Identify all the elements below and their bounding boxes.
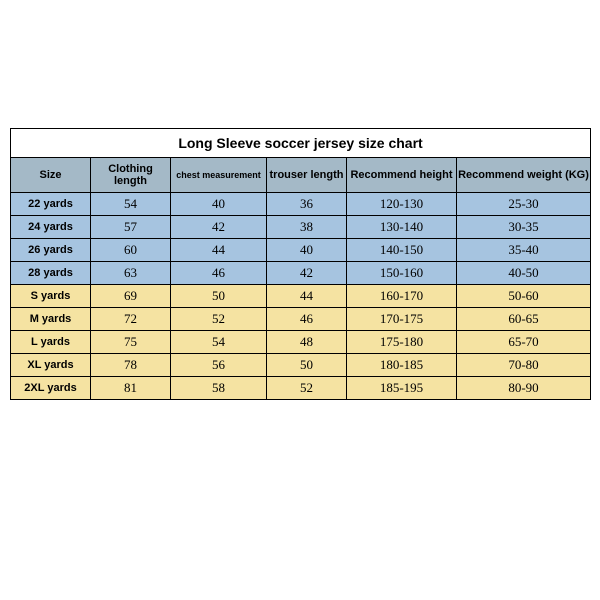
value-cell: 38 (267, 216, 347, 239)
size-label: XL yards (11, 354, 91, 377)
table-row: XL yards785650180-18570-80 (11, 354, 591, 377)
value-cell: 60-65 (457, 308, 591, 331)
value-cell: 44 (267, 285, 347, 308)
value-cell: 36 (267, 193, 347, 216)
column-header: Size (11, 158, 91, 193)
value-cell: 120-130 (347, 193, 457, 216)
size-label: 24 yards (11, 216, 91, 239)
value-cell: 46 (267, 308, 347, 331)
column-header: Recommend height (347, 158, 457, 193)
value-cell: 54 (171, 331, 267, 354)
value-cell: 40-50 (457, 262, 591, 285)
value-cell: 170-175 (347, 308, 457, 331)
value-cell: 160-170 (347, 285, 457, 308)
value-cell: 25-30 (457, 193, 591, 216)
value-cell: 150-160 (347, 262, 457, 285)
value-cell: 40 (267, 239, 347, 262)
value-cell: 50 (267, 354, 347, 377)
size-label: 28 yards (11, 262, 91, 285)
value-cell: 63 (91, 262, 171, 285)
size-label: 26 yards (11, 239, 91, 262)
column-header: trouser length (267, 158, 347, 193)
column-header: chest measurement (171, 158, 267, 193)
value-cell: 78 (91, 354, 171, 377)
column-header: Clothing length (91, 158, 171, 193)
table-row: S yards695044160-17050-60 (11, 285, 591, 308)
size-chart-table: Long Sleeve soccer jersey size chartSize… (10, 128, 591, 400)
value-cell: 70-80 (457, 354, 591, 377)
value-cell: 175-180 (347, 331, 457, 354)
value-cell: 75 (91, 331, 171, 354)
value-cell: 35-40 (457, 239, 591, 262)
value-cell: 72 (91, 308, 171, 331)
value-cell: 81 (91, 377, 171, 400)
size-label: 22 yards (11, 193, 91, 216)
size-chart-container: Long Sleeve soccer jersey size chartSize… (0, 0, 600, 400)
value-cell: 58 (171, 377, 267, 400)
value-cell: 57 (91, 216, 171, 239)
value-cell: 40 (171, 193, 267, 216)
value-cell: 56 (171, 354, 267, 377)
value-cell: 180-185 (347, 354, 457, 377)
value-cell: 185-195 (347, 377, 457, 400)
value-cell: 140-150 (347, 239, 457, 262)
table-row: L yards755448175-18065-70 (11, 331, 591, 354)
value-cell: 46 (171, 262, 267, 285)
table-row: 2XL yards815852185-19580-90 (11, 377, 591, 400)
value-cell: 80-90 (457, 377, 591, 400)
value-cell: 52 (171, 308, 267, 331)
column-header: Recommend weight (KG) (457, 158, 591, 193)
table-row: M yards725246170-17560-65 (11, 308, 591, 331)
value-cell: 48 (267, 331, 347, 354)
size-label: M yards (11, 308, 91, 331)
table-row: 22 yards544036120-13025-30 (11, 193, 591, 216)
value-cell: 130-140 (347, 216, 457, 239)
value-cell: 69 (91, 285, 171, 308)
value-cell: 42 (171, 216, 267, 239)
table-row: 28 yards634642150-16040-50 (11, 262, 591, 285)
table-row: 26 yards604440140-15035-40 (11, 239, 591, 262)
value-cell: 50 (171, 285, 267, 308)
value-cell: 65-70 (457, 331, 591, 354)
value-cell: 30-35 (457, 216, 591, 239)
value-cell: 44 (171, 239, 267, 262)
size-label: S yards (11, 285, 91, 308)
table-row: 24 yards574238130-14030-35 (11, 216, 591, 239)
value-cell: 50-60 (457, 285, 591, 308)
size-label: L yards (11, 331, 91, 354)
value-cell: 42 (267, 262, 347, 285)
value-cell: 54 (91, 193, 171, 216)
value-cell: 52 (267, 377, 347, 400)
value-cell: 60 (91, 239, 171, 262)
table-title: Long Sleeve soccer jersey size chart (11, 129, 591, 158)
size-label: 2XL yards (11, 377, 91, 400)
